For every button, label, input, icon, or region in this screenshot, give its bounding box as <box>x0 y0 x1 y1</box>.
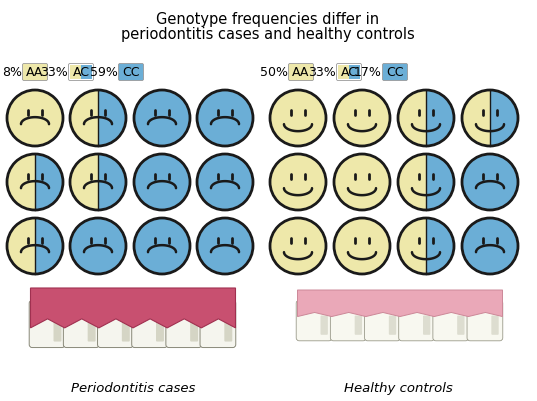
Wedge shape <box>462 90 490 146</box>
FancyBboxPatch shape <box>70 65 81 79</box>
FancyBboxPatch shape <box>382 63 408 81</box>
FancyBboxPatch shape <box>491 316 499 335</box>
Circle shape <box>462 218 518 274</box>
FancyBboxPatch shape <box>354 316 362 335</box>
Text: CC: CC <box>386 65 404 79</box>
Text: Healthy controls: Healthy controls <box>344 382 452 395</box>
FancyBboxPatch shape <box>296 300 332 341</box>
FancyBboxPatch shape <box>54 317 61 342</box>
Text: AA: AA <box>26 65 43 79</box>
FancyBboxPatch shape <box>122 317 130 342</box>
Circle shape <box>334 218 390 274</box>
FancyBboxPatch shape <box>365 300 400 341</box>
Text: 33%: 33% <box>308 65 336 79</box>
Circle shape <box>134 218 190 274</box>
Wedge shape <box>70 154 98 210</box>
FancyBboxPatch shape <box>29 300 65 348</box>
FancyBboxPatch shape <box>389 316 396 335</box>
Wedge shape <box>398 154 426 210</box>
Circle shape <box>270 154 326 210</box>
Polygon shape <box>297 290 503 316</box>
Circle shape <box>334 154 390 210</box>
Text: 50%: 50% <box>260 65 288 79</box>
Circle shape <box>197 90 253 146</box>
Wedge shape <box>426 90 454 146</box>
FancyBboxPatch shape <box>330 300 366 341</box>
Wedge shape <box>7 154 35 210</box>
Text: Genotype frequencies differ in: Genotype frequencies differ in <box>156 12 380 27</box>
Wedge shape <box>35 218 63 274</box>
Text: AC: AC <box>72 65 90 79</box>
Text: 33%: 33% <box>40 65 68 79</box>
FancyBboxPatch shape <box>457 316 465 335</box>
FancyBboxPatch shape <box>156 317 164 342</box>
FancyBboxPatch shape <box>321 316 328 335</box>
FancyBboxPatch shape <box>63 300 99 348</box>
Text: periodontitis cases and healthy controls: periodontitis cases and healthy controls <box>121 27 415 42</box>
Wedge shape <box>426 154 454 210</box>
Wedge shape <box>490 90 518 146</box>
FancyBboxPatch shape <box>398 300 434 341</box>
Circle shape <box>70 218 126 274</box>
FancyBboxPatch shape <box>119 63 143 81</box>
Polygon shape <box>31 288 236 328</box>
Wedge shape <box>98 154 126 210</box>
FancyBboxPatch shape <box>132 300 168 348</box>
FancyBboxPatch shape <box>81 65 92 79</box>
Circle shape <box>134 154 190 210</box>
Circle shape <box>462 154 518 210</box>
Text: 17%: 17% <box>354 65 382 79</box>
Text: 8%: 8% <box>2 65 22 79</box>
Wedge shape <box>70 90 98 146</box>
FancyBboxPatch shape <box>423 316 430 335</box>
Wedge shape <box>7 218 35 274</box>
Text: CC: CC <box>122 65 140 79</box>
FancyBboxPatch shape <box>433 300 469 341</box>
Circle shape <box>334 90 390 146</box>
FancyBboxPatch shape <box>98 300 133 348</box>
FancyBboxPatch shape <box>349 65 360 79</box>
Circle shape <box>197 154 253 210</box>
FancyBboxPatch shape <box>467 300 503 341</box>
Circle shape <box>270 218 326 274</box>
Text: 59%: 59% <box>90 65 118 79</box>
Wedge shape <box>98 90 126 146</box>
FancyBboxPatch shape <box>190 317 198 342</box>
FancyBboxPatch shape <box>166 300 201 348</box>
FancyBboxPatch shape <box>200 300 236 348</box>
FancyBboxPatch shape <box>338 65 349 79</box>
Text: AA: AA <box>292 65 310 79</box>
Circle shape <box>270 90 326 146</box>
Circle shape <box>7 90 63 146</box>
Wedge shape <box>398 218 426 274</box>
FancyBboxPatch shape <box>288 63 314 81</box>
FancyBboxPatch shape <box>224 317 233 342</box>
Wedge shape <box>426 218 454 274</box>
Text: AC: AC <box>340 65 358 79</box>
FancyBboxPatch shape <box>88 317 96 342</box>
Wedge shape <box>35 154 63 210</box>
Circle shape <box>134 90 190 146</box>
FancyBboxPatch shape <box>23 63 47 81</box>
Wedge shape <box>398 90 426 146</box>
Text: Periodontitis cases: Periodontitis cases <box>71 382 195 395</box>
Circle shape <box>197 218 253 274</box>
